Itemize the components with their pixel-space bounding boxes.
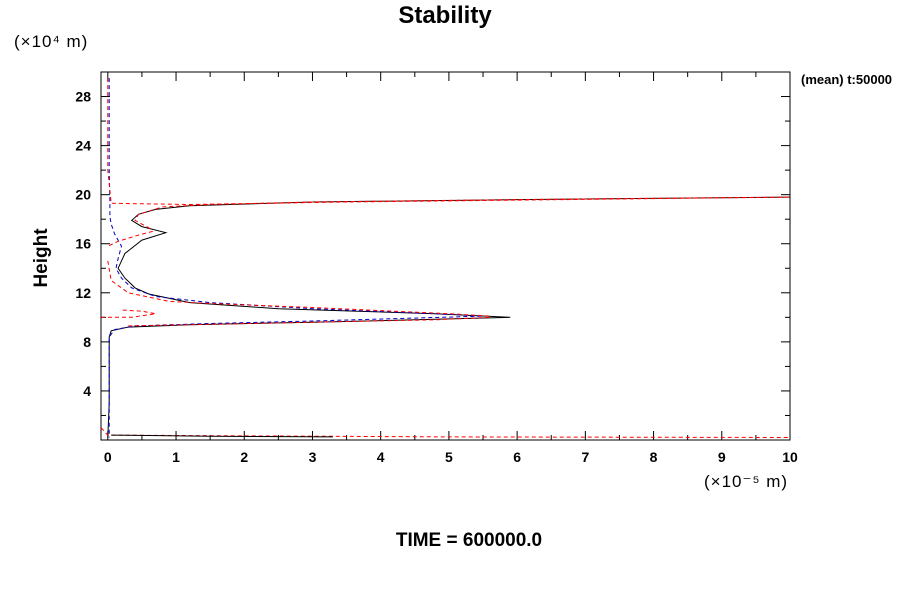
time-footer: TIME = 600000.0	[395, 530, 543, 551]
profile-line-1	[107, 196, 791, 438]
profile-line-3	[107, 78, 791, 247]
profile-line-5	[101, 309, 156, 318]
y-tick-label: 16	[75, 236, 91, 252]
x-tick-label: 5	[445, 449, 453, 465]
plot-frame	[100, 71, 791, 441]
y-tick-label: 28	[75, 89, 91, 105]
x-tick-label: 8	[650, 449, 658, 465]
x-tick-label: 6	[513, 449, 521, 465]
profile-line-4	[107, 260, 490, 317]
x-tick-label: 3	[309, 449, 317, 465]
profile-line-7	[100, 427, 791, 438]
x-tick-label: 2	[240, 449, 248, 465]
mean-time-annotation: (mean) t:50000	[801, 72, 893, 87]
y-tick-label: 12	[75, 285, 91, 301]
profile-line-8	[111, 434, 333, 438]
y-axis-unit-label: (×10⁴ m)	[14, 32, 89, 51]
x-tick-label: 9	[718, 449, 726, 465]
profile-line-6	[128, 316, 490, 327]
y-tick-label: 24	[75, 138, 91, 154]
x-tick-label: 1	[172, 449, 180, 465]
x-tick-label: 7	[581, 449, 589, 465]
profile-line-2	[108, 78, 484, 438]
y-tick-label: 8	[83, 334, 91, 350]
y-tick-label: 20	[75, 187, 91, 203]
x-axis-unit-label: (×10⁻⁵ m)	[704, 472, 789, 491]
x-tick-label: 0	[104, 449, 112, 465]
chart-title: Stability	[398, 2, 492, 29]
x-tick-label: 10	[782, 449, 798, 465]
y-tick-label: 4	[83, 383, 91, 399]
x-tick-label: 4	[377, 449, 385, 465]
